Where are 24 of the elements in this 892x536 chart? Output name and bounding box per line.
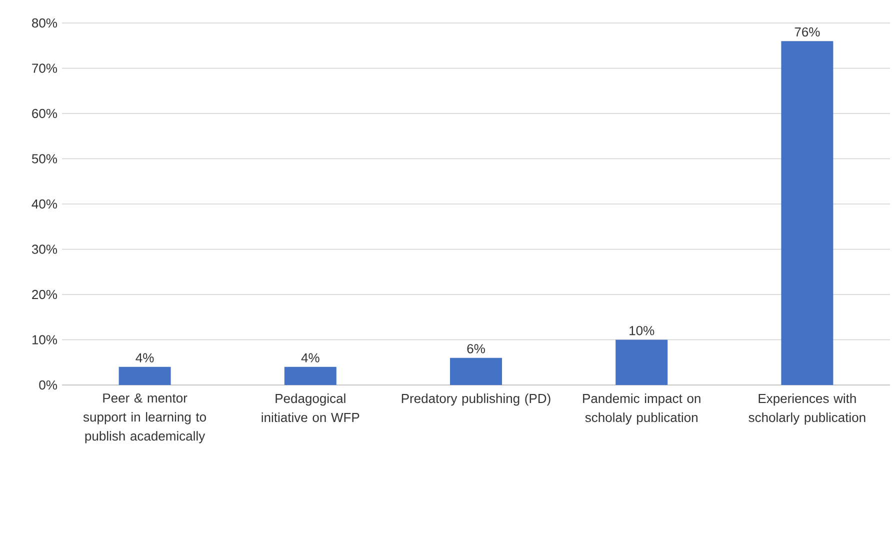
bar <box>450 358 502 385</box>
x-tick-label: Predatory publishing (PD) <box>402 394 550 406</box>
x-tick-label: Experiences with scholarly publication <box>748 394 866 425</box>
bar <box>118 366 171 385</box>
bar <box>284 366 336 385</box>
y-tick-label: 30% <box>32 244 58 254</box>
x-tick-label: Peer & mentor support in learning to publish academically <box>83 394 206 444</box>
data-label: 4% <box>301 353 320 362</box>
y-tick-label: 40% <box>32 199 58 209</box>
x-tick-label: Pandemic impact on scholaly publication <box>583 394 700 425</box>
y-tick-label: 80% <box>32 18 58 28</box>
data-label: 76% <box>794 27 820 37</box>
data-label: 6% <box>467 344 485 354</box>
y-tick-label: 20% <box>32 290 58 300</box>
y-tick-label: 0% <box>39 380 58 390</box>
y-tick-label: 70% <box>32 64 58 73</box>
y-tick-label: 10% <box>32 335 58 344</box>
y-tick-label: 50% <box>32 154 58 164</box>
data-label: 10% <box>630 326 654 336</box>
bar <box>616 340 668 385</box>
bar <box>781 41 834 385</box>
y-tick-label: 60% <box>32 108 58 118</box>
data-label: 4% <box>136 353 154 362</box>
x-tick-label: Pedagogical initiative on WFP <box>262 394 360 422</box>
